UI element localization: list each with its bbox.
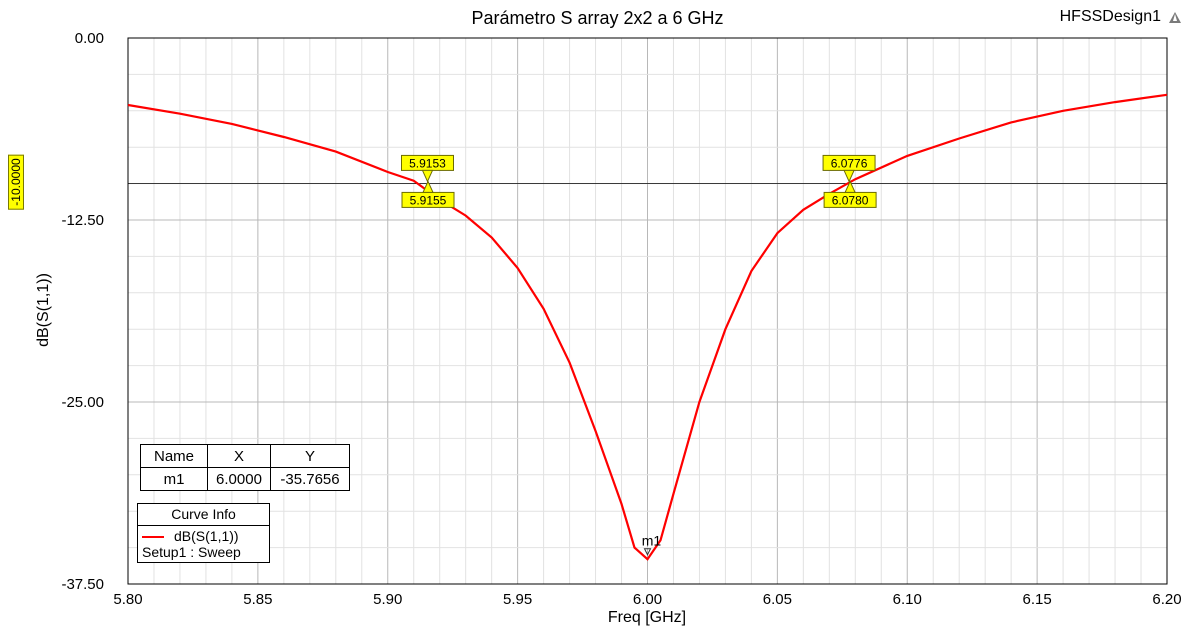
- marker-triangle: [422, 180, 434, 193]
- x-tick-label: 6.10: [893, 591, 922, 608]
- marker-triangle: [421, 169, 434, 183]
- x-axis-label: Freq [GHz]: [607, 609, 687, 626]
- x-tick-label: 5.80: [113, 591, 142, 608]
- plot-area[interactable]: [127, 37, 1168, 585]
- x-tick-label: 5.90: [373, 591, 402, 608]
- legend-entry: dB(S(1,1)): [174, 528, 239, 544]
- marker-label: 5.9153: [409, 156, 446, 170]
- x-tick-label: 6.20: [1152, 591, 1181, 608]
- curve-info-legend[interactable]: Curve Info dB(S(1,1)) Setup1 : Sweep: [137, 503, 270, 563]
- x-tick-label: 6.00: [633, 591, 662, 608]
- header-y: Y: [270, 444, 350, 468]
- header-name: Name: [140, 444, 208, 468]
- cell-y: -35.7656: [270, 467, 350, 491]
- marker-m1-label: m1: [642, 533, 662, 549]
- cell-x: 6.0000: [207, 467, 271, 491]
- x-tick-label: 5.95: [503, 591, 532, 608]
- marker-labels: 5.9153 5.9155 6.0776 6.0780: [400, 154, 877, 208]
- x-tick-label: 6.15: [1023, 591, 1052, 608]
- marker-m1-triangle: [643, 548, 652, 556]
- x-tick-label: 6.05: [763, 591, 792, 608]
- curve-info-title: Curve Info: [171, 506, 236, 522]
- x-axis-ticks: 5.80 5.85 5.90 5.95 6.00 6.05 6.10 6.15 6.20: [113, 591, 1181, 608]
- y-axis-ticks: 0.00 -12.50 -25.00 -37.50: [61, 30, 104, 593]
- legend-swatch: [142, 536, 164, 538]
- marker-label: 5.9155: [410, 193, 447, 207]
- reference-line-label[interactable]: -10.0000: [8, 154, 24, 210]
- cell-name: m1: [140, 467, 208, 491]
- divider: [138, 525, 269, 526]
- marker-table-header: Name X Y: [140, 444, 350, 468]
- marker-label: 6.0780: [832, 193, 869, 207]
- y-tick-label: -12.50: [61, 212, 104, 229]
- legend-setup: Setup1 : Sweep: [142, 544, 241, 560]
- y-tick-label: 0.00: [75, 30, 104, 47]
- design-name-label: HFSSDesign1: [1059, 8, 1161, 25]
- y-tick-label: -25.00: [61, 394, 104, 411]
- y-axis-label: dB(S(1,1)): [35, 273, 52, 347]
- design-name: HFSSDesign1: [1060, 8, 1181, 26]
- marker-triangle: [844, 180, 856, 193]
- y-tick-label: -37.50: [61, 576, 104, 593]
- chart-title: Parámetro S array 2x2 a 6 GHz: [471, 8, 724, 28]
- warning-triangle-icon[interactable]: [1169, 11, 1181, 23]
- header-x: X: [207, 444, 271, 468]
- marker-table[interactable]: Name X Y m1 6.0000 -35.7656: [140, 444, 350, 491]
- table-row[interactable]: m1 6.0000 -35.7656: [140, 467, 350, 491]
- point-marker-m1[interactable]: m1: [642, 533, 662, 556]
- marker-triangle: [843, 169, 855, 183]
- marker-label: 6.0776: [831, 156, 868, 170]
- x-tick-label: 5.85: [243, 591, 272, 608]
- grid: [127, 37, 1168, 585]
- series-line-s11[interactable]: [127, 93, 1168, 561]
